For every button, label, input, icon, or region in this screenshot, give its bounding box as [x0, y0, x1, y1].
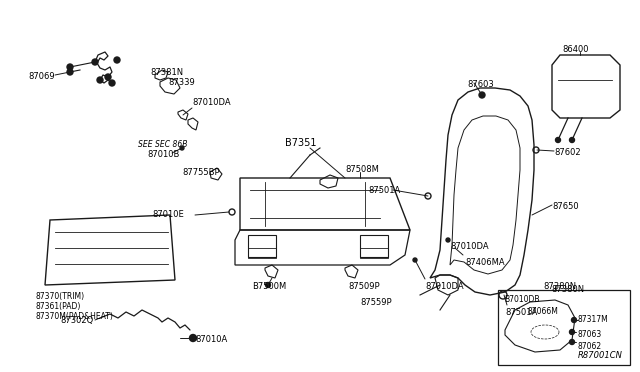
Text: 87010A: 87010A	[195, 336, 227, 344]
Circle shape	[109, 80, 115, 86]
Text: B7010DB: B7010DB	[504, 295, 540, 304]
Bar	[248, 248, 276, 258]
Text: 87010DA: 87010DA	[450, 242, 488, 251]
Circle shape	[67, 64, 73, 70]
Text: 87361(PAD): 87361(PAD)	[35, 302, 81, 311]
Text: 87501A: 87501A	[368, 186, 400, 195]
Text: 87559P: 87559P	[360, 298, 392, 307]
Text: 87317M: 87317M	[578, 315, 609, 324]
Text: B7500M: B7500M	[252, 282, 286, 291]
Text: 87370M(PAD&HEAT): 87370M(PAD&HEAT)	[35, 312, 113, 321]
Circle shape	[413, 258, 417, 262]
Text: 87370(TRIM): 87370(TRIM)	[35, 292, 84, 301]
Circle shape	[114, 57, 120, 63]
Text: 87010E: 87010E	[152, 210, 184, 219]
Text: 87381N: 87381N	[150, 68, 183, 77]
Text: 87380N: 87380N	[543, 282, 576, 291]
Text: 87380N: 87380N	[551, 285, 584, 294]
Circle shape	[556, 138, 561, 142]
Text: 87501A: 87501A	[505, 308, 537, 317]
Circle shape	[97, 77, 103, 83]
Text: B7351: B7351	[285, 138, 317, 148]
Text: 87602: 87602	[554, 148, 580, 157]
Text: 87069: 87069	[28, 72, 54, 81]
Text: 87302Q: 87302Q	[60, 316, 93, 325]
Text: 87339: 87339	[168, 78, 195, 87]
Text: 87406MA: 87406MA	[465, 258, 504, 267]
Circle shape	[570, 340, 575, 344]
Text: R87001CN: R87001CN	[578, 351, 623, 360]
Text: 87650: 87650	[552, 202, 579, 211]
Text: 87010DA: 87010DA	[425, 282, 463, 291]
Text: 87066M: 87066M	[528, 307, 559, 316]
Text: 86400: 86400	[562, 45, 589, 54]
Text: 87062: 87062	[578, 342, 602, 351]
Circle shape	[189, 334, 196, 341]
Bar	[248, 235, 276, 257]
Text: 87755BP: 87755BP	[182, 168, 220, 177]
Circle shape	[67, 69, 73, 75]
Text: 87063: 87063	[578, 330, 602, 339]
Circle shape	[570, 138, 575, 142]
Circle shape	[92, 59, 98, 65]
Circle shape	[266, 282, 271, 288]
Text: SEE SEC 86B: SEE SEC 86B	[138, 140, 188, 149]
Bar	[498, 290, 630, 365]
Text: 87508M: 87508M	[345, 165, 379, 174]
Text: 87509P: 87509P	[348, 282, 380, 291]
Text: 87603: 87603	[467, 80, 493, 89]
Circle shape	[105, 74, 111, 80]
Circle shape	[479, 92, 485, 98]
Bar	[360, 235, 388, 257]
Bar	[360, 248, 388, 258]
Text: 87010DA: 87010DA	[192, 98, 230, 107]
Circle shape	[180, 146, 184, 150]
Text: 87010B: 87010B	[147, 150, 179, 159]
Circle shape	[572, 317, 577, 323]
Circle shape	[446, 238, 450, 242]
Circle shape	[570, 330, 575, 334]
